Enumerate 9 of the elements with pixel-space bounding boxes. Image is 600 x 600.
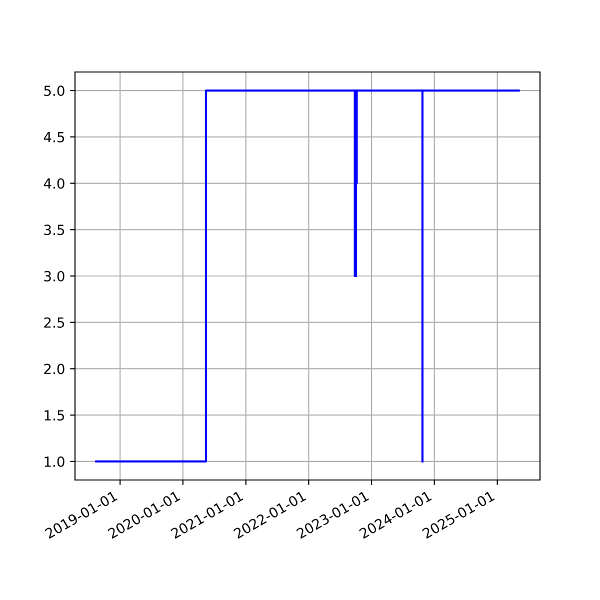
y-tick-label: 4.5	[44, 132, 64, 142]
y-tick-label: 1.0	[44, 456, 64, 467]
y-tick-label: 3.0	[44, 270, 64, 282]
y-tick-label: 5.0	[44, 86, 64, 96]
y-tick-label: 1.5	[44, 410, 64, 421]
y-tick-label: 2.5	[44, 317, 64, 328]
y-tick-label: 2.0	[44, 364, 64, 374]
y-tick-label: 4.0	[44, 178, 64, 189]
y-tick-label: 3.5	[44, 224, 64, 236]
